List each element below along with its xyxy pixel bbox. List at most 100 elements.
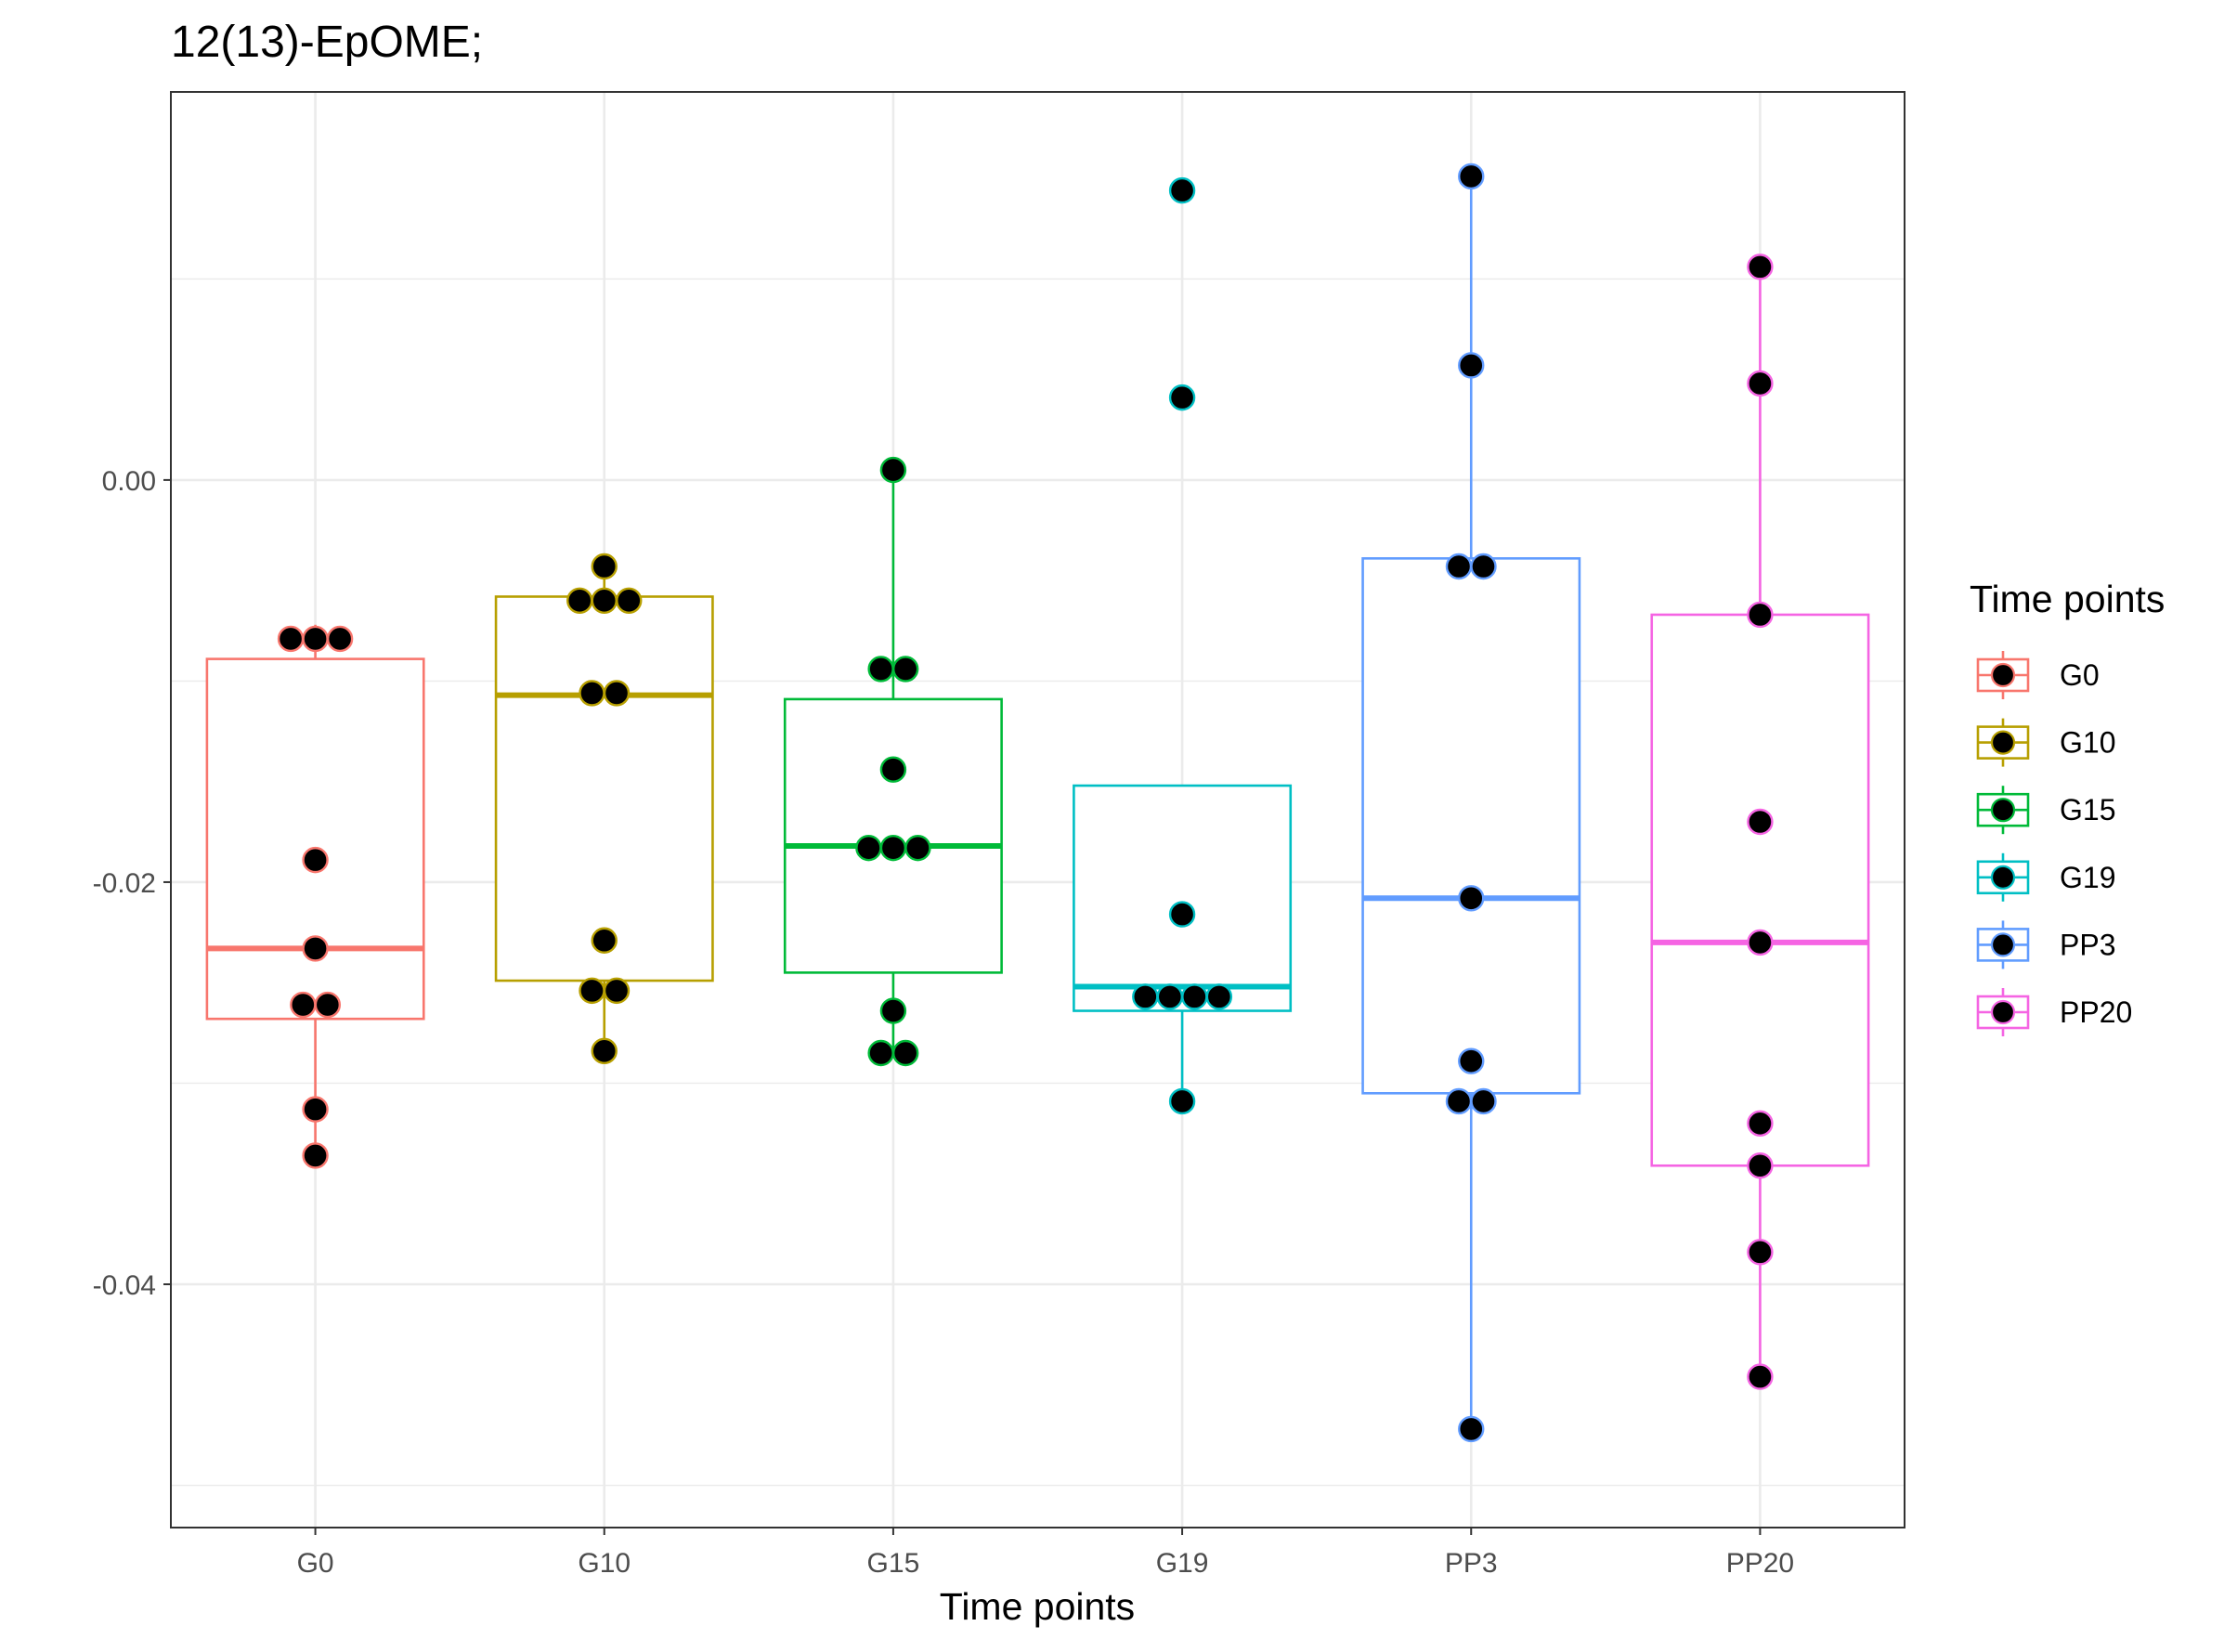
data-point-g10 xyxy=(591,1037,618,1065)
axis-layer: 0.00 -0.02 -0.04 G0 G10 G15 G19 PP3 PP20 xyxy=(93,466,1795,1579)
data-point-pp20 xyxy=(1747,1110,1774,1137)
data-point-pp20 xyxy=(1747,808,1774,836)
data-point-g19 xyxy=(1168,901,1196,928)
data-point-g10 xyxy=(603,977,631,1005)
legend-item-g10: G10 xyxy=(1976,718,2115,767)
data-point-g19 xyxy=(1181,983,1208,1010)
data-point-g15 xyxy=(879,997,907,1024)
box-g10 xyxy=(494,566,714,1051)
box-body xyxy=(1361,557,1581,1095)
data-point-g15 xyxy=(867,1039,894,1067)
legend-key-point xyxy=(1990,865,2016,890)
box-layer xyxy=(205,176,1870,1429)
data-point-g0 xyxy=(290,991,317,1019)
x-tick-label-g0: G0 xyxy=(297,1548,334,1579)
data-point-pp3 xyxy=(1458,163,1485,190)
data-point-g0 xyxy=(277,625,305,653)
legend: Time points G0 G10 G15 G19 PP3 PP20 xyxy=(1970,578,2165,1036)
box-pp20 xyxy=(1650,267,1870,1377)
data-point-pp20 xyxy=(1747,1363,1774,1390)
data-point-g19 xyxy=(1205,983,1233,1010)
y-tick-label: 0.00 xyxy=(102,466,156,497)
data-point-g19 xyxy=(1132,983,1159,1010)
legend-label-g15: G15 xyxy=(2060,793,2115,826)
data-point-g0 xyxy=(302,625,329,653)
panel-background xyxy=(171,92,1905,1528)
data-point-g0 xyxy=(302,1142,329,1169)
box-pp3 xyxy=(1361,176,1581,1429)
data-point-g19 xyxy=(1156,983,1184,1010)
legend-title: Time points xyxy=(1970,578,2165,620)
data-point-g15 xyxy=(879,756,907,783)
data-point-pp20 xyxy=(1747,1152,1774,1179)
y-tick-label: -0.04 xyxy=(93,1270,156,1301)
legend-key-point xyxy=(1990,662,2016,688)
data-point-g10 xyxy=(579,680,605,707)
data-point-g0 xyxy=(314,991,342,1019)
data-point-g10 xyxy=(591,927,618,954)
data-point-g15 xyxy=(879,834,907,862)
data-point-g19 xyxy=(1168,176,1196,204)
data-point-pp3 xyxy=(1445,1087,1473,1115)
legend-key-point xyxy=(1990,999,2016,1025)
panel-border xyxy=(170,91,1905,1528)
box-body xyxy=(1650,613,1870,1167)
legend-item-pp20: PP20 xyxy=(1976,988,2132,1036)
data-point-g10 xyxy=(603,680,631,707)
box-body xyxy=(1073,784,1293,1012)
data-point-pp20 xyxy=(1747,601,1774,629)
y-tick-label: -0.02 xyxy=(93,868,156,899)
data-point-pp20 xyxy=(1747,1239,1774,1266)
data-point-g0 xyxy=(326,625,354,653)
x-axis-title: Time points xyxy=(940,1585,1135,1628)
data-point-g15 xyxy=(867,656,894,683)
box-g19 xyxy=(1073,784,1293,1101)
x-tick-label-pp3: PP3 xyxy=(1445,1548,1498,1579)
box-body xyxy=(494,595,714,982)
data-point-pp3 xyxy=(1445,553,1473,580)
data-point-pp3 xyxy=(1458,1415,1485,1443)
legend-label-pp3: PP3 xyxy=(2060,928,2115,961)
x-tick-label-g15: G15 xyxy=(867,1548,920,1579)
data-point-g15 xyxy=(891,1039,919,1067)
data-point-pp20 xyxy=(1747,254,1774,280)
data-point-g0 xyxy=(302,935,329,962)
x-tick-label-g10: G10 xyxy=(578,1548,631,1579)
data-point-pp3 xyxy=(1458,885,1485,912)
data-point-g15 xyxy=(891,656,919,683)
data-point-g10 xyxy=(579,977,605,1005)
data-point-g15 xyxy=(904,834,931,862)
legend-item-g15: G15 xyxy=(1976,786,2115,835)
data-point-pp20 xyxy=(1747,929,1774,956)
data-point-g10 xyxy=(566,587,593,615)
data-point-g10 xyxy=(616,587,643,615)
data-point-pp3 xyxy=(1470,553,1497,580)
data-point-g0 xyxy=(302,1096,329,1123)
data-point-pp20 xyxy=(1747,370,1774,397)
legend-label-pp20: PP20 xyxy=(2060,995,2132,1029)
data-point-pp3 xyxy=(1458,1047,1485,1074)
data-point-g19 xyxy=(1168,384,1196,411)
chart-title: 12(13)-EpOME; xyxy=(171,18,483,67)
point-layer xyxy=(277,163,1774,1443)
legend-label-g10: G10 xyxy=(2060,726,2115,760)
data-point-g10 xyxy=(591,553,618,580)
data-point-g15 xyxy=(855,834,882,862)
data-point-g10 xyxy=(591,587,618,615)
data-point-g0 xyxy=(302,846,329,874)
x-tick-label-pp20: PP20 xyxy=(1726,1548,1794,1579)
data-point-g19 xyxy=(1168,1087,1196,1115)
legend-key-point xyxy=(1990,798,2016,823)
box-body xyxy=(205,657,425,1021)
legend-item-g0: G0 xyxy=(1976,651,2100,699)
legend-key-point xyxy=(1990,730,2016,755)
legend-label-g19: G19 xyxy=(2060,861,2115,894)
legend-item-pp3: PP3 xyxy=(1976,920,2115,969)
data-point-pp3 xyxy=(1458,352,1485,379)
data-point-pp3 xyxy=(1470,1087,1497,1115)
legend-label-g0: G0 xyxy=(2060,658,2100,692)
data-point-g15 xyxy=(879,456,907,484)
legend-item-g19: G19 xyxy=(1976,852,2115,902)
x-tick-label-g19: G19 xyxy=(1156,1548,1209,1579)
